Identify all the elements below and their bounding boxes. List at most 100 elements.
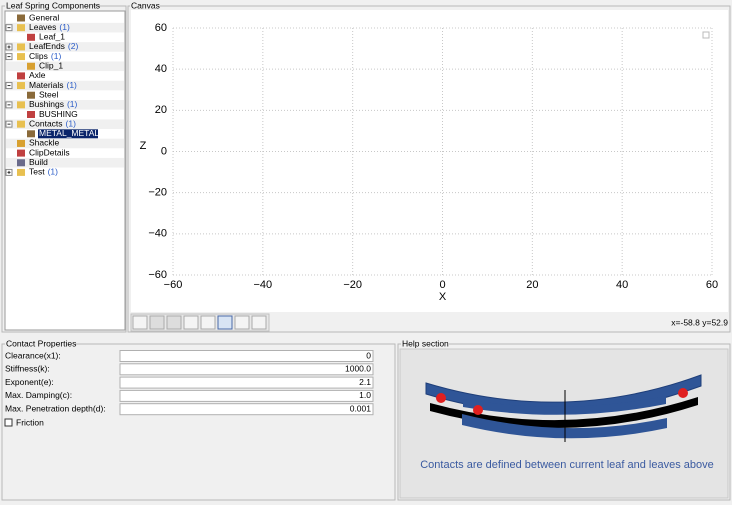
tree-item[interactable]: Build <box>29 157 48 167</box>
x-tick-label: 40 <box>616 279 628 291</box>
contact-mark <box>473 405 483 415</box>
help-illustration <box>425 374 702 442</box>
property-label: Max. Damping(c): <box>5 390 72 400</box>
row-band <box>6 22 124 33</box>
item-icon <box>17 139 25 147</box>
tree-item[interactable]: Steel <box>39 89 58 99</box>
y-tick-label: −20 <box>148 187 167 199</box>
property-label: Stiffness(k): <box>5 364 50 374</box>
contact-mark <box>436 393 446 403</box>
y-axis-label: Z <box>140 140 147 152</box>
item-count: (1) <box>67 99 78 109</box>
tree-item[interactable]: Materials <box>29 80 63 90</box>
item-count: (1) <box>48 167 59 177</box>
forward-button[interactable] <box>166 315 182 330</box>
property-value[interactable]: 0 <box>366 350 371 360</box>
item-icon <box>17 14 25 22</box>
title-bg <box>5 3 93 10</box>
item-icon <box>17 149 25 157</box>
tree-item[interactable]: LeafEnds <box>29 41 65 51</box>
selection <box>38 129 98 139</box>
help-title: Help section <box>402 338 449 348</box>
item-icon <box>17 101 25 109</box>
property-field[interactable] <box>119 376 374 389</box>
x-tick-label: −20 <box>343 279 362 291</box>
contact-mark <box>678 388 688 398</box>
friction-label[interactable]: Friction <box>16 417 44 427</box>
toolbar <box>130 313 270 332</box>
save-button[interactable] <box>217 315 233 330</box>
item-count: (2) <box>68 41 79 51</box>
xy-view-button[interactable] <box>251 315 267 330</box>
help-caption: Contacts are defined between current lea… <box>420 459 714 471</box>
tree-item[interactable]: Axle <box>29 70 46 80</box>
tree-item[interactable]: Leaf_1 <box>39 32 65 42</box>
item-count: (1) <box>66 118 77 128</box>
tree-item[interactable]: BUSHING <box>39 109 78 119</box>
property-label: Clearance(x1): <box>5 350 61 360</box>
property-value[interactable]: 2.1 <box>359 377 371 387</box>
tree-item[interactable]: ClipDetails <box>29 147 70 157</box>
item-icon <box>27 91 35 99</box>
x-tick-label: 0 <box>439 279 445 291</box>
property-value[interactable]: 0.001 <box>350 403 372 413</box>
item-icon <box>17 72 25 80</box>
row-band <box>6 119 124 129</box>
lower-leaf <box>462 414 667 439</box>
tree-item[interactable]: Contacts <box>29 118 63 128</box>
back-button[interactable] <box>149 315 165 330</box>
tree-item[interactable]: METAL_METAL <box>39 128 99 138</box>
cursor-status: x=-58.8 y=52.9 <box>671 317 728 327</box>
friction-checkbox[interactable] <box>4 418 13 427</box>
y-tick-label: 60 <box>155 22 167 34</box>
item-icon <box>27 130 35 138</box>
item-icon <box>17 43 25 51</box>
x-tick-label: 60 <box>706 279 718 291</box>
item-count: (1) <box>59 22 70 32</box>
row-band <box>6 80 124 91</box>
property-value[interactable]: 1.0 <box>359 390 371 400</box>
item-icon <box>17 168 25 176</box>
item-count: (1) <box>66 80 77 90</box>
y-tick-label: 40 <box>155 63 167 75</box>
row-band <box>6 100 124 110</box>
zoom-button[interactable] <box>200 315 216 330</box>
y-tick-label: −40 <box>148 228 167 240</box>
title-bg <box>401 341 449 348</box>
canvas-group <box>127 5 731 333</box>
home-button[interactable] <box>132 315 148 330</box>
x-tick-label: −60 <box>164 279 183 291</box>
item-icon <box>17 120 25 128</box>
xz-view-button[interactable] <box>234 315 250 330</box>
item-icon <box>17 24 25 32</box>
canvas-title: Canvas <box>131 0 160 10</box>
property-field[interactable] <box>119 363 374 376</box>
row-band <box>6 138 124 149</box>
property-field[interactable] <box>119 389 374 402</box>
properties-group <box>1 343 396 501</box>
property-label: Max. Penetration depth(d): <box>5 403 106 413</box>
tree-item[interactable]: Clip_1 <box>39 61 63 71</box>
item-icon <box>17 53 25 61</box>
y-tick-label: 20 <box>155 104 167 116</box>
tree-item[interactable]: Leaves <box>29 22 56 32</box>
item-icon <box>27 111 35 118</box>
pan-button[interactable] <box>183 315 199 330</box>
property-field[interactable] <box>119 403 374 416</box>
title-bg <box>130 3 160 10</box>
properties-title: Contact Properties <box>6 338 76 348</box>
tree-item[interactable]: Test <box>29 167 45 177</box>
tree-item[interactable]: Bushings <box>29 99 64 109</box>
title-bg <box>5 341 75 348</box>
legend-box <box>702 31 710 39</box>
tree-item[interactable]: Clips <box>29 51 48 61</box>
tree-item[interactable]: Shackle <box>29 138 60 148</box>
item-icon <box>27 33 35 41</box>
row-band <box>6 157 124 168</box>
property-field[interactable] <box>119 350 374 362</box>
tree-item[interactable]: General <box>29 12 59 22</box>
item-icon <box>17 82 25 90</box>
y-tick-label: 0 <box>161 145 167 157</box>
property-value[interactable]: 1000.0 <box>345 364 371 374</box>
